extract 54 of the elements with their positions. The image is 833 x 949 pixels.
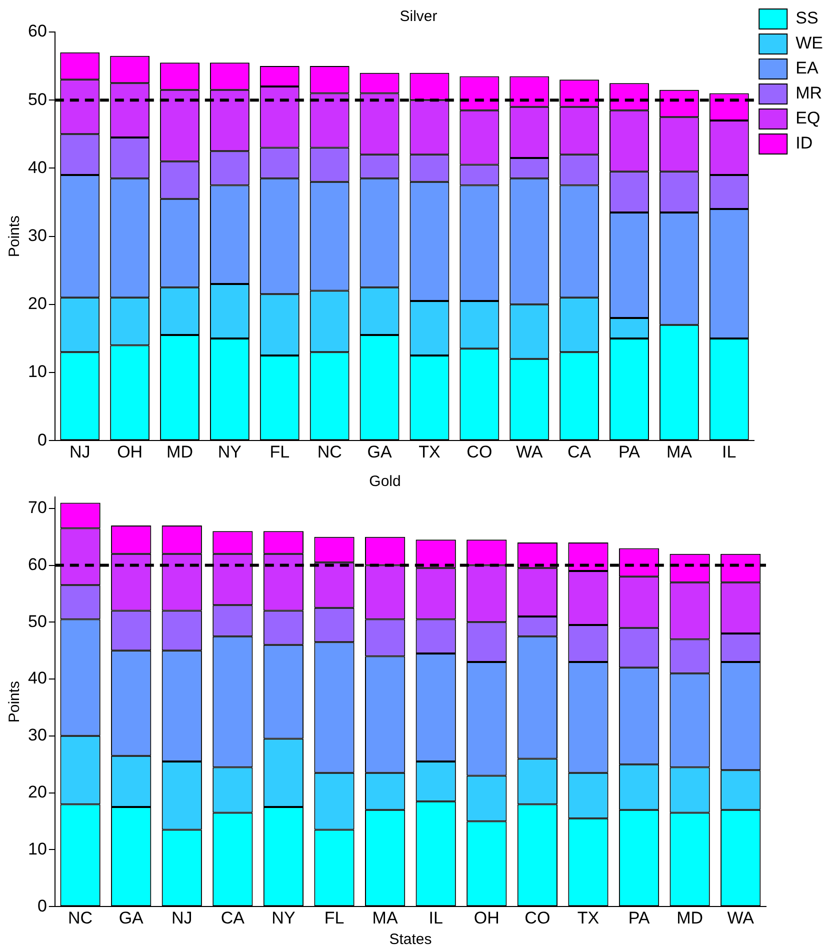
x-tick-label: PA (618, 442, 641, 462)
x-tick-label: NC (68, 908, 93, 928)
x-tick-label: OH (474, 908, 500, 928)
chart-title: Silver (400, 8, 438, 26)
chart-title: Gold (369, 473, 401, 490)
y-tick-label: 20 (28, 294, 47, 314)
y-tick-label: 0 (37, 896, 47, 916)
y-tick-label: 50 (28, 612, 47, 631)
y-axis-title: Points (6, 680, 24, 723)
x-tick-label: MA (666, 442, 693, 462)
x-tick-label: CO (524, 908, 550, 928)
x-tick-label: CA (568, 442, 592, 462)
y-tick-label: 60 (28, 554, 47, 574)
x-tick-label: MD (676, 908, 704, 928)
legend-label: ID (796, 134, 813, 153)
y-tick-label: 10 (28, 839, 47, 858)
x-tick-label: NJ (69, 442, 90, 462)
x-axis-title: States (389, 931, 432, 948)
x-tick-label: FL (324, 908, 344, 928)
legend-label: SS (796, 8, 818, 28)
x-tick-label: PA (628, 908, 650, 928)
y-axis-title: Points (6, 215, 24, 258)
y-tick-label: 20 (28, 782, 47, 802)
x-tick-label: NJ (172, 908, 192, 928)
y-tick-label: 10 (28, 362, 47, 382)
legend-label: EA (796, 58, 819, 78)
x-tick-label: CA (220, 908, 246, 928)
x-tick-label: WA (727, 908, 755, 928)
y-tick-label: 30 (28, 226, 47, 245)
x-tick-label: CO (466, 442, 492, 462)
y-tick-label: 0 (37, 430, 47, 450)
x-tick-label: FL (270, 442, 290, 462)
legend-label: EQ (796, 108, 820, 128)
x-tick-label: NY (272, 908, 296, 928)
y-tick-label: 40 (28, 668, 47, 688)
x-tick-label: TX (577, 908, 600, 928)
y-tick-label: 40 (28, 158, 47, 177)
x-tick-label: WA (516, 442, 544, 462)
x-tick-label: OH (117, 442, 143, 462)
legend-label: WE (796, 34, 824, 53)
y-tick-label: 70 (28, 498, 47, 518)
x-tick-label: GA (367, 442, 392, 462)
legend-label: MR (796, 84, 822, 103)
x-tick-label: TX (418, 442, 440, 462)
x-tick-label: NY (218, 442, 242, 462)
x-tick-label: MA (372, 908, 398, 928)
y-tick-label: 60 (28, 22, 47, 41)
x-tick-label: GA (118, 908, 144, 928)
x-tick-label: NC (317, 442, 342, 462)
x-tick-label: IL (428, 908, 443, 928)
y-tick-label: 50 (28, 90, 47, 109)
y-tick-label: 30 (28, 726, 47, 745)
x-tick-label: MD (166, 442, 193, 462)
x-tick-label: IL (722, 442, 736, 462)
